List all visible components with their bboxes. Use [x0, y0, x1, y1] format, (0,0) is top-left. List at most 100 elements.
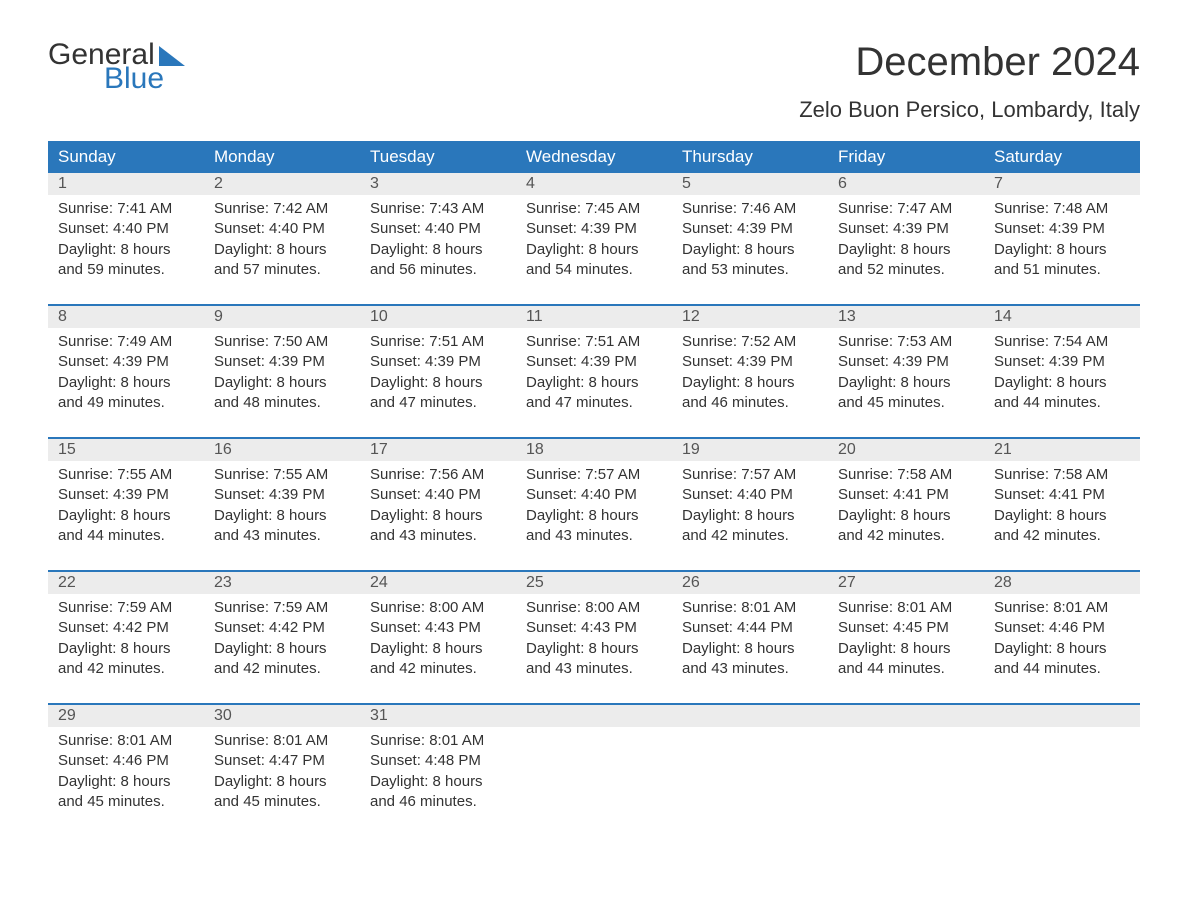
sunrise-line: Sunrise: 7:47 AM: [838, 199, 974, 219]
day-number: 17: [360, 439, 516, 461]
day-details: Sunrise: 7:59 AMSunset: 4:42 PMDaylight:…: [48, 594, 204, 679]
sunset-line: Sunset: 4:47 PM: [214, 751, 350, 771]
day-details: Sunrise: 8:01 AMSunset: 4:45 PMDaylight:…: [828, 594, 984, 679]
day-number: 13: [828, 306, 984, 328]
calendar-day-cell: 6Sunrise: 7:47 AMSunset: 4:39 PMDaylight…: [828, 173, 984, 290]
calendar-day-cell: 21Sunrise: 7:58 AMSunset: 4:41 PMDayligh…: [984, 439, 1140, 556]
sunset-line: Sunset: 4:44 PM: [682, 618, 818, 638]
sunset-line: Sunset: 4:39 PM: [838, 352, 974, 372]
sunset-line: Sunset: 4:48 PM: [370, 751, 506, 771]
day-details: Sunrise: 7:48 AMSunset: 4:39 PMDaylight:…: [984, 195, 1140, 280]
sunrise-line: Sunrise: 7:53 AM: [838, 332, 974, 352]
sunrise-line: Sunrise: 7:54 AM: [994, 332, 1130, 352]
day-details: Sunrise: 7:51 AMSunset: 4:39 PMDaylight:…: [360, 328, 516, 413]
daylight-line-2: and 45 minutes.: [214, 792, 350, 812]
day-details: Sunrise: 8:00 AMSunset: 4:43 PMDaylight:…: [516, 594, 672, 679]
sunset-line: Sunset: 4:46 PM: [58, 751, 194, 771]
day-details: Sunrise: 8:01 AMSunset: 4:46 PMDaylight:…: [48, 727, 204, 812]
day-details: Sunrise: 7:58 AMSunset: 4:41 PMDaylight:…: [828, 461, 984, 546]
day-number: 28: [984, 572, 1140, 594]
sunrise-line: Sunrise: 8:01 AM: [682, 598, 818, 618]
sunset-line: Sunset: 4:40 PM: [370, 219, 506, 239]
calendar-day-cell: [516, 705, 672, 822]
day-number: 8: [48, 306, 204, 328]
daylight-line-1: Daylight: 8 hours: [682, 240, 818, 260]
day-number: 5: [672, 173, 828, 195]
daylight-line-2: and 44 minutes.: [994, 393, 1130, 413]
sunrise-line: Sunrise: 7:41 AM: [58, 199, 194, 219]
day-number: 9: [204, 306, 360, 328]
daylight-line-1: Daylight: 8 hours: [214, 639, 350, 659]
daylight-line-1: Daylight: 8 hours: [838, 639, 974, 659]
daylight-line-2: and 47 minutes.: [526, 393, 662, 413]
daylight-line-2: and 57 minutes.: [214, 260, 350, 280]
sunrise-line: Sunrise: 7:58 AM: [994, 465, 1130, 485]
day-number: 31: [360, 705, 516, 727]
document-header: General Blue December 2024 Zelo Buon Per…: [48, 40, 1140, 123]
day-number: 21: [984, 439, 1140, 461]
sunset-line: Sunset: 4:42 PM: [58, 618, 194, 638]
daylight-line-2: and 42 minutes.: [58, 659, 194, 679]
sunset-line: Sunset: 4:40 PM: [526, 485, 662, 505]
daylight-line-2: and 42 minutes.: [682, 526, 818, 546]
daylight-line-1: Daylight: 8 hours: [370, 772, 506, 792]
calendar-day-cell: 14Sunrise: 7:54 AMSunset: 4:39 PMDayligh…: [984, 306, 1140, 423]
day-details: Sunrise: 7:50 AMSunset: 4:39 PMDaylight:…: [204, 328, 360, 413]
calendar-day-cell: 7Sunrise: 7:48 AMSunset: 4:39 PMDaylight…: [984, 173, 1140, 290]
sunrise-line: Sunrise: 8:00 AM: [370, 598, 506, 618]
daylight-line-1: Daylight: 8 hours: [214, 373, 350, 393]
day-details: Sunrise: 7:54 AMSunset: 4:39 PMDaylight:…: [984, 328, 1140, 413]
calendar-day-cell: 12Sunrise: 7:52 AMSunset: 4:39 PMDayligh…: [672, 306, 828, 423]
calendar-week-row: 15Sunrise: 7:55 AMSunset: 4:39 PMDayligh…: [48, 437, 1140, 556]
day-details: Sunrise: 7:55 AMSunset: 4:39 PMDaylight:…: [204, 461, 360, 546]
day-details: Sunrise: 7:52 AMSunset: 4:39 PMDaylight:…: [672, 328, 828, 413]
day-details: Sunrise: 8:01 AMSunset: 4:44 PMDaylight:…: [672, 594, 828, 679]
day-details: Sunrise: 7:43 AMSunset: 4:40 PMDaylight:…: [360, 195, 516, 280]
daylight-line-1: Daylight: 8 hours: [370, 639, 506, 659]
daylight-line-2: and 42 minutes.: [838, 526, 974, 546]
calendar-day-cell: 26Sunrise: 8:01 AMSunset: 4:44 PMDayligh…: [672, 572, 828, 689]
day-details: Sunrise: 7:57 AMSunset: 4:40 PMDaylight:…: [516, 461, 672, 546]
sunset-line: Sunset: 4:39 PM: [994, 352, 1130, 372]
day-details: Sunrise: 7:46 AMSunset: 4:39 PMDaylight:…: [672, 195, 828, 280]
day-details: Sunrise: 7:58 AMSunset: 4:41 PMDaylight:…: [984, 461, 1140, 546]
daylight-line-1: Daylight: 8 hours: [994, 506, 1130, 526]
daylight-line-2: and 46 minutes.: [682, 393, 818, 413]
day-number: 27: [828, 572, 984, 594]
day-details: Sunrise: 7:53 AMSunset: 4:39 PMDaylight:…: [828, 328, 984, 413]
sunrise-line: Sunrise: 7:57 AM: [682, 465, 818, 485]
daylight-line-2: and 45 minutes.: [838, 393, 974, 413]
calendar-day-cell: 20Sunrise: 7:58 AMSunset: 4:41 PMDayligh…: [828, 439, 984, 556]
daylight-line-1: Daylight: 8 hours: [370, 506, 506, 526]
calendar-day-cell: 10Sunrise: 7:51 AMSunset: 4:39 PMDayligh…: [360, 306, 516, 423]
daylight-line-2: and 42 minutes.: [214, 659, 350, 679]
title-block: December 2024 Zelo Buon Persico, Lombard…: [799, 40, 1140, 123]
daylight-line-2: and 44 minutes.: [58, 526, 194, 546]
sunset-line: Sunset: 4:40 PM: [58, 219, 194, 239]
calendar-week-row: 8Sunrise: 7:49 AMSunset: 4:39 PMDaylight…: [48, 304, 1140, 423]
calendar-day-cell: 24Sunrise: 8:00 AMSunset: 4:43 PMDayligh…: [360, 572, 516, 689]
day-number: 19: [672, 439, 828, 461]
calendar-day-cell: 28Sunrise: 8:01 AMSunset: 4:46 PMDayligh…: [984, 572, 1140, 689]
day-number: 25: [516, 572, 672, 594]
day-details: Sunrise: 7:41 AMSunset: 4:40 PMDaylight:…: [48, 195, 204, 280]
daylight-line-2: and 45 minutes.: [58, 792, 194, 812]
daylight-line-1: Daylight: 8 hours: [370, 373, 506, 393]
sunrise-line: Sunrise: 7:46 AM: [682, 199, 818, 219]
sunrise-line: Sunrise: 7:56 AM: [370, 465, 506, 485]
sunset-line: Sunset: 4:46 PM: [994, 618, 1130, 638]
day-details: Sunrise: 7:42 AMSunset: 4:40 PMDaylight:…: [204, 195, 360, 280]
calendar-day-cell: 23Sunrise: 7:59 AMSunset: 4:42 PMDayligh…: [204, 572, 360, 689]
calendar-week-row: 29Sunrise: 8:01 AMSunset: 4:46 PMDayligh…: [48, 703, 1140, 822]
sunset-line: Sunset: 4:42 PM: [214, 618, 350, 638]
day-number: [672, 705, 828, 727]
sunrise-line: Sunrise: 8:01 AM: [994, 598, 1130, 618]
calendar-day-cell: 15Sunrise: 7:55 AMSunset: 4:39 PMDayligh…: [48, 439, 204, 556]
daylight-line-1: Daylight: 8 hours: [58, 506, 194, 526]
logo: General Blue: [48, 40, 185, 94]
day-number: 30: [204, 705, 360, 727]
sunset-line: Sunset: 4:39 PM: [214, 352, 350, 372]
sunset-line: Sunset: 4:43 PM: [370, 618, 506, 638]
sunrise-line: Sunrise: 8:00 AM: [526, 598, 662, 618]
calendar-day-cell: 29Sunrise: 8:01 AMSunset: 4:46 PMDayligh…: [48, 705, 204, 822]
